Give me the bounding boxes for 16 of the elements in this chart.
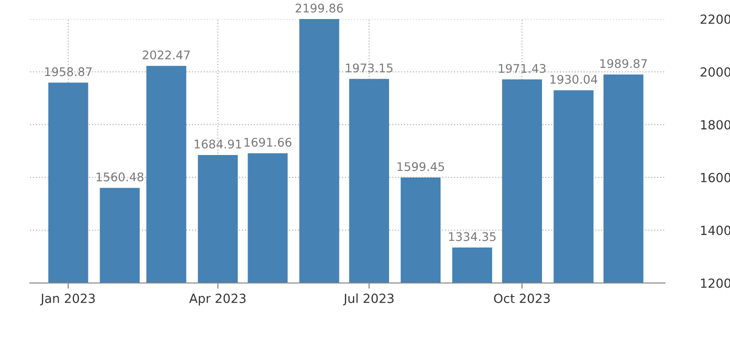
data-label: 2022.47 bbox=[142, 50, 190, 60]
x-tick-label: Apr 2023 bbox=[189, 294, 246, 306]
data-label: 1599.45 bbox=[398, 162, 444, 172]
data-label: 1958.87 bbox=[45, 67, 92, 76]
data-label: 1930.04 bbox=[550, 74, 598, 84]
data-label: 1334.35 bbox=[449, 232, 496, 242]
x-tick-label: Jan 2023 bbox=[40, 294, 95, 306]
data-label: 1684.91 bbox=[194, 140, 242, 149]
data-label: 1691.66 bbox=[244, 138, 292, 147]
data-label: 1971.43 bbox=[498, 64, 546, 73]
data-label: 2199.86 bbox=[296, 4, 343, 13]
data-label: 1560.48 bbox=[96, 172, 144, 182]
x-tick-label: Jul 2023 bbox=[343, 293, 394, 306]
data-label: 1989.87 bbox=[600, 59, 647, 68]
data-label: 1973.15 bbox=[346, 64, 392, 72]
x-tick-label: Oct 2023 bbox=[494, 294, 550, 304]
